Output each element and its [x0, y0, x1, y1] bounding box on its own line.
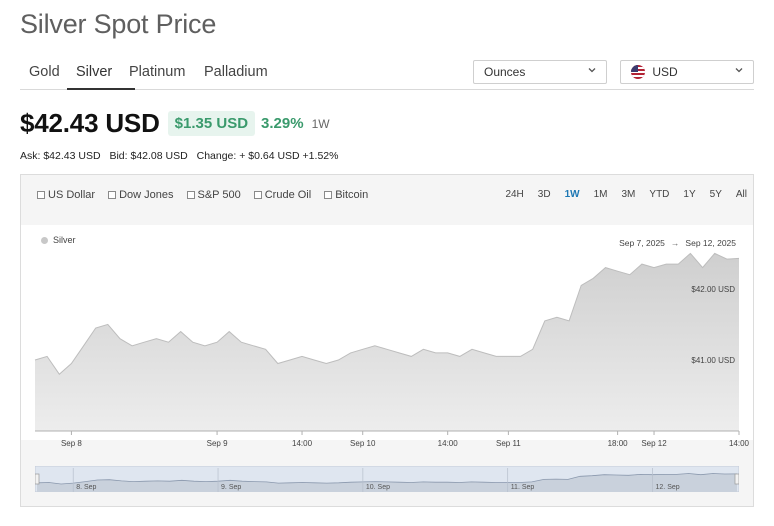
- change-period: 1W: [311, 116, 330, 131]
- price-chart-panel: US Dollar Dow Jones S&P 500 Crude Oil Bi…: [20, 174, 754, 507]
- unit-select-value: Ounces: [484, 65, 526, 79]
- price-summary: $42.43 USD $1.35 USD 3.29% 1W: [20, 108, 330, 139]
- range-5y[interactable]: 5Y: [709, 189, 722, 200]
- x-tick-label: 18:00: [608, 439, 629, 448]
- change-amount-badge: $1.35 USD: [167, 111, 256, 136]
- us-flag-icon: [631, 64, 645, 79]
- page-title: Silver Spot Price: [20, 9, 217, 39]
- tab-silver[interactable]: Silver: [76, 64, 113, 80]
- quote-details: Ask: $42.43 USD Bid: $42.08 USD Change: …: [20, 150, 344, 162]
- navigator-label: 10. Sep: [366, 484, 390, 491]
- bid-price: Bid: $42.08 USD: [109, 150, 188, 162]
- time-range-selector: 24H 3D 1W 1M 3M YTD 1Y 5Y All: [491, 189, 747, 200]
- tab-platinum[interactable]: Platinum: [129, 64, 186, 80]
- tab-palladium[interactable]: Palladium: [204, 64, 268, 80]
- navigator-handle-left[interactable]: [35, 473, 40, 485]
- compare-sp500[interactable]: S&P 500: [186, 189, 241, 201]
- daily-change: Change: + $0.64 USD +1.52%: [196, 150, 339, 162]
- arrow-right-icon: →: [670, 238, 680, 248]
- compare-dow-jones[interactable]: Dow Jones: [108, 189, 174, 201]
- compare-label: US Dollar: [48, 189, 96, 201]
- spot-price: $42.43 USD: [20, 108, 160, 138]
- range-ytd[interactable]: YTD: [649, 189, 670, 200]
- checkbox[interactable]: [253, 191, 262, 199]
- range-3m[interactable]: 3M: [621, 189, 636, 200]
- x-tick-label: Sep 9: [207, 439, 228, 448]
- compare-label: Bitcoin: [335, 189, 369, 201]
- currency-select-value: USD: [652, 65, 678, 79]
- compare-label: S&P 500: [197, 189, 241, 201]
- unit-select[interactable]: Ounces: [473, 60, 607, 84]
- date-range-from: Sep 7, 2025: [619, 238, 665, 248]
- currency-select[interactable]: USD: [620, 60, 754, 84]
- chart-date-range: Sep 7, 2025 → Sep 12, 2025: [619, 238, 736, 248]
- x-tick-label: Sep 10: [350, 439, 376, 448]
- legend-marker: [41, 236, 48, 244]
- compare-us-dollar[interactable]: US Dollar: [37, 189, 95, 201]
- range-1m[interactable]: 1M: [593, 189, 608, 200]
- checkbox[interactable]: [37, 191, 45, 199]
- checkbox[interactable]: [108, 191, 117, 199]
- checkbox[interactable]: [186, 191, 195, 199]
- chart-navigator[interactable]: 8. Sep 9. Sep 10. Sep 11. Sep 12. Sep: [35, 466, 739, 492]
- x-tick-label: 14:00: [438, 439, 459, 448]
- date-range-to: Sep 12, 2025: [685, 238, 736, 248]
- ask-price: Ask: $42.43 USD: [20, 150, 101, 162]
- compare-label: Dow Jones: [119, 189, 174, 201]
- range-24h[interactable]: 24H: [505, 189, 524, 200]
- compare-label: Crude Oil: [264, 189, 312, 201]
- navigator-label: 9. Sep: [221, 484, 241, 491]
- navigator-area: [37, 473, 737, 492]
- range-3d[interactable]: 3D: [537, 189, 551, 200]
- navigator-handle-right[interactable]: [734, 473, 739, 485]
- navigator-line: [36, 473, 738, 485]
- metal-tabs: Gold Silver Platinum Palladium: [20, 58, 754, 90]
- x-tick-label: Sep 11: [496, 439, 521, 448]
- range-1w[interactable]: 1W: [564, 189, 580, 200]
- chevron-down-icon: [588, 68, 596, 73]
- active-tab-indicator: [67, 88, 135, 90]
- compare-bitcoin[interactable]: Bitcoin: [324, 189, 368, 201]
- x-tick-label: Sep 12: [641, 439, 667, 448]
- price-chart[interactable]: $41.00 USD $42.00 USD Sep 8 Sep 9 14:00 Sep 1…: [21, 175, 753, 465]
- navigator-label: 8. Sep: [76, 484, 96, 491]
- x-tick-label: 14:00: [729, 439, 750, 448]
- compare-options: US Dollar Dow Jones S&P 500 Crude Oil Bi…: [37, 189, 381, 201]
- legend-label: Silver: [53, 235, 76, 245]
- navigator-label: 12. Sep: [656, 484, 680, 491]
- y-tick-label: $42.00 USD: [691, 285, 735, 294]
- checkbox[interactable]: [324, 191, 333, 199]
- x-tick-label: Sep 8: [61, 439, 82, 448]
- silver-area: [35, 253, 739, 431]
- silver-line[interactable]: [34, 252, 740, 375]
- tab-gold[interactable]: Gold: [29, 64, 60, 80]
- change-percent: 3.29%: [261, 115, 304, 132]
- range-1y[interactable]: 1Y: [683, 189, 696, 200]
- range-all[interactable]: All: [735, 189, 747, 200]
- x-tick-label: 14:00: [292, 439, 313, 448]
- chevron-down-icon: [735, 68, 743, 73]
- navigator-label: 11. Sep: [511, 484, 535, 491]
- compare-crude-oil[interactable]: Crude Oil: [253, 189, 312, 201]
- y-tick-label: $41.00 USD: [691, 356, 735, 365]
- chart-legend[interactable]: Silver: [41, 235, 76, 245]
